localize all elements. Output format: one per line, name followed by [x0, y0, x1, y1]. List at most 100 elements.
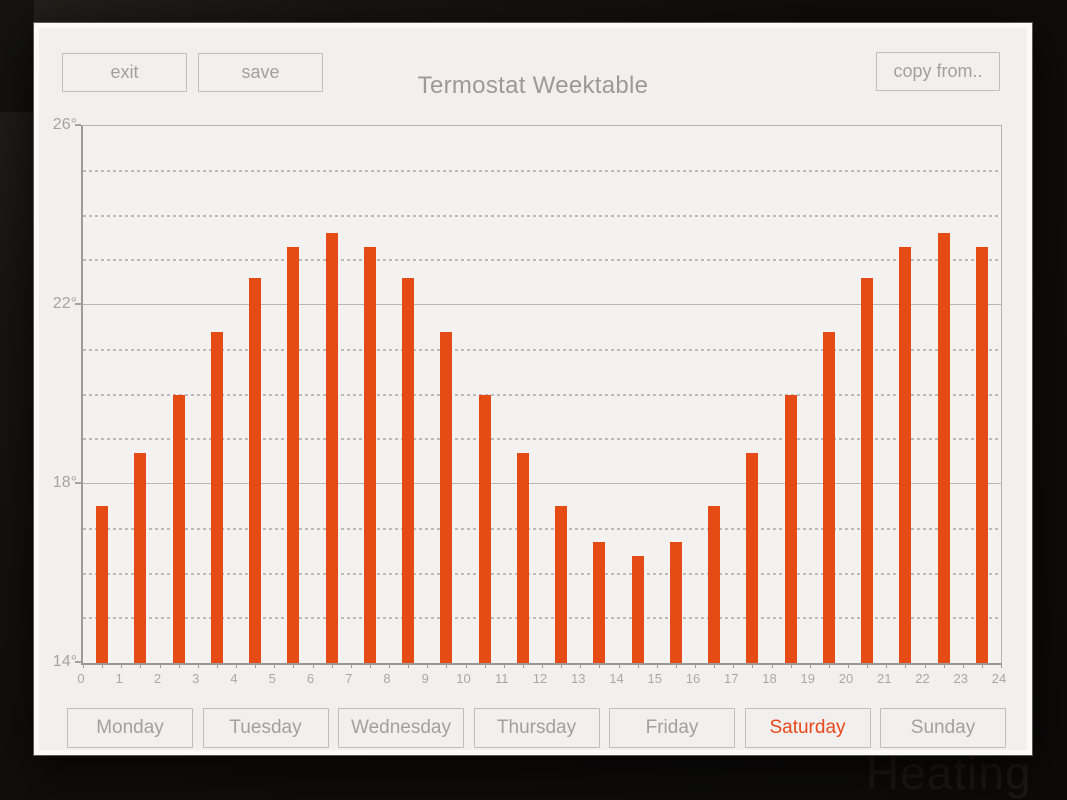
y-axis-label-22: 22°	[52, 295, 77, 312]
temp-bar-hour-8[interactable]	[402, 278, 415, 663]
x-axis-label-17: 17	[724, 671, 739, 686]
x-axis-label-22: 22	[915, 671, 930, 686]
y-axis-label-14: 14°	[52, 653, 77, 670]
temp-bar-hour-12[interactable]	[555, 506, 568, 663]
x-axis-tick	[886, 663, 888, 668]
x-axis-tick	[561, 663, 563, 668]
x-axis-tick	[752, 663, 754, 668]
x-axis-tick	[102, 663, 104, 668]
x-axis-tick	[1001, 663, 1002, 668]
x-axis-tick	[465, 663, 467, 668]
temp-bar-hour-2[interactable]	[172, 394, 185, 663]
day-tab-wednesday[interactable]: Wednesday	[338, 708, 464, 748]
x-axis-tick	[427, 663, 429, 668]
temp-bar-hour-1[interactable]	[134, 452, 147, 663]
x-axis-label-14: 14	[609, 671, 624, 686]
x-axis-tick	[389, 663, 390, 668]
background-band	[0, 0, 34, 112]
temp-bar-hour-4[interactable]	[249, 278, 262, 663]
x-axis-tick	[656, 663, 658, 668]
page-title: Termostat Weektable	[417, 72, 649, 99]
x-axis-tick	[905, 663, 907, 668]
temp-bar-hour-20[interactable]	[861, 278, 874, 663]
x-axis-tick	[197, 663, 199, 668]
temp-bar-hour-9[interactable]	[440, 331, 453, 663]
x-axis-label-9: 9	[421, 671, 429, 686]
day-tab-tuesday[interactable]: Tuesday	[202, 708, 329, 748]
temp-bar-hour-14[interactable]	[631, 555, 644, 663]
temp-bar-hour-0[interactable]	[96, 506, 109, 663]
x-axis-tick	[809, 663, 811, 668]
temp-bar-hour-3[interactable]	[210, 331, 223, 663]
y-axis-label-18: 18°	[52, 474, 77, 491]
thermostat-weektable-dialog: exit save Termostat Weektable copy from.…	[34, 23, 1032, 755]
x-axis-label-8: 8	[383, 671, 391, 686]
x-axis-tick	[121, 663, 123, 668]
x-axis-tick	[981, 663, 983, 668]
temp-bar-hour-21[interactable]	[899, 246, 912, 663]
x-axis-label-24: 24	[991, 671, 1007, 686]
x-axis-tick	[236, 663, 237, 668]
temp-bar-hour-6[interactable]	[325, 233, 338, 663]
temp-bar-hour-7[interactable]	[363, 246, 376, 663]
copy-from-button[interactable]: copy from..	[876, 52, 1000, 91]
x-axis-label-12: 12	[532, 671, 548, 686]
x-axis-tick	[867, 663, 869, 668]
x-axis-tick	[848, 663, 849, 668]
x-axis-label-11: 11	[495, 671, 509, 686]
temp-bar-hour-18[interactable]	[784, 394, 797, 663]
x-axis-tick	[790, 663, 792, 668]
x-axis-label-15: 15	[647, 671, 662, 686]
chart-plot-area	[81, 125, 1002, 668]
x-axis-tick	[943, 663, 945, 668]
day-tab-friday[interactable]: Friday	[609, 708, 735, 748]
day-tab-thursday[interactable]: Thursday	[473, 708, 600, 748]
x-axis-tick	[446, 663, 448, 668]
gridline-minor	[83, 214, 1001, 217]
save-button[interactable]: save	[198, 53, 323, 92]
x-axis-tick	[962, 663, 964, 668]
x-axis-tick	[503, 663, 505, 668]
temp-bar-hour-23[interactable]	[975, 246, 988, 663]
day-tab-saturday[interactable]: Saturday	[744, 708, 871, 748]
temp-bar-hour-17[interactable]	[746, 452, 759, 663]
x-axis-label-1: 1	[115, 671, 123, 686]
x-axis-tick	[140, 663, 142, 668]
x-axis-label-2: 2	[153, 671, 162, 686]
x-axis-tick	[580, 663, 582, 668]
temp-bar-hour-19[interactable]	[822, 331, 835, 663]
x-axis-tick	[350, 663, 352, 668]
x-axis-tick	[771, 663, 773, 668]
x-axis-tick	[312, 663, 314, 668]
temp-bar-hour-10[interactable]	[478, 394, 491, 663]
day-tab-sunday[interactable]: Sunday	[880, 708, 1006, 748]
temp-bar-hour-13[interactable]	[593, 542, 606, 663]
x-axis-tick	[83, 663, 84, 668]
x-axis-label-0: 0	[77, 671, 85, 686]
x-axis-tick	[408, 663, 410, 668]
temp-bar-hour-5[interactable]	[287, 246, 300, 663]
x-axis-tick	[216, 663, 218, 668]
x-axis-tick	[178, 663, 180, 668]
x-axis-label-13: 13	[571, 671, 586, 686]
gridline-minor	[83, 169, 1001, 172]
y-axis-tick	[75, 124, 81, 126]
x-axis-tick	[542, 663, 543, 668]
exit-button[interactable]: exit	[62, 53, 187, 92]
x-axis-tick	[924, 663, 926, 668]
temp-bar-hour-15[interactable]	[669, 542, 682, 663]
day-tab-monday[interactable]: Monday	[67, 708, 193, 748]
temp-bar-hour-16[interactable]	[708, 506, 721, 663]
x-axis-tick	[637, 663, 639, 668]
x-axis-tick	[714, 663, 716, 668]
x-axis-tick	[274, 663, 276, 668]
x-axis-tick	[159, 663, 161, 668]
x-axis-tick	[522, 663, 524, 668]
x-axis-tick	[675, 663, 677, 668]
y-axis-tick	[75, 661, 81, 663]
x-axis-label-16: 16	[685, 671, 701, 686]
x-axis-tick	[331, 663, 333, 668]
temp-bar-hour-11[interactable]	[516, 452, 529, 663]
temp-bar-hour-22[interactable]	[937, 233, 950, 663]
gridline-minor	[83, 259, 1001, 262]
